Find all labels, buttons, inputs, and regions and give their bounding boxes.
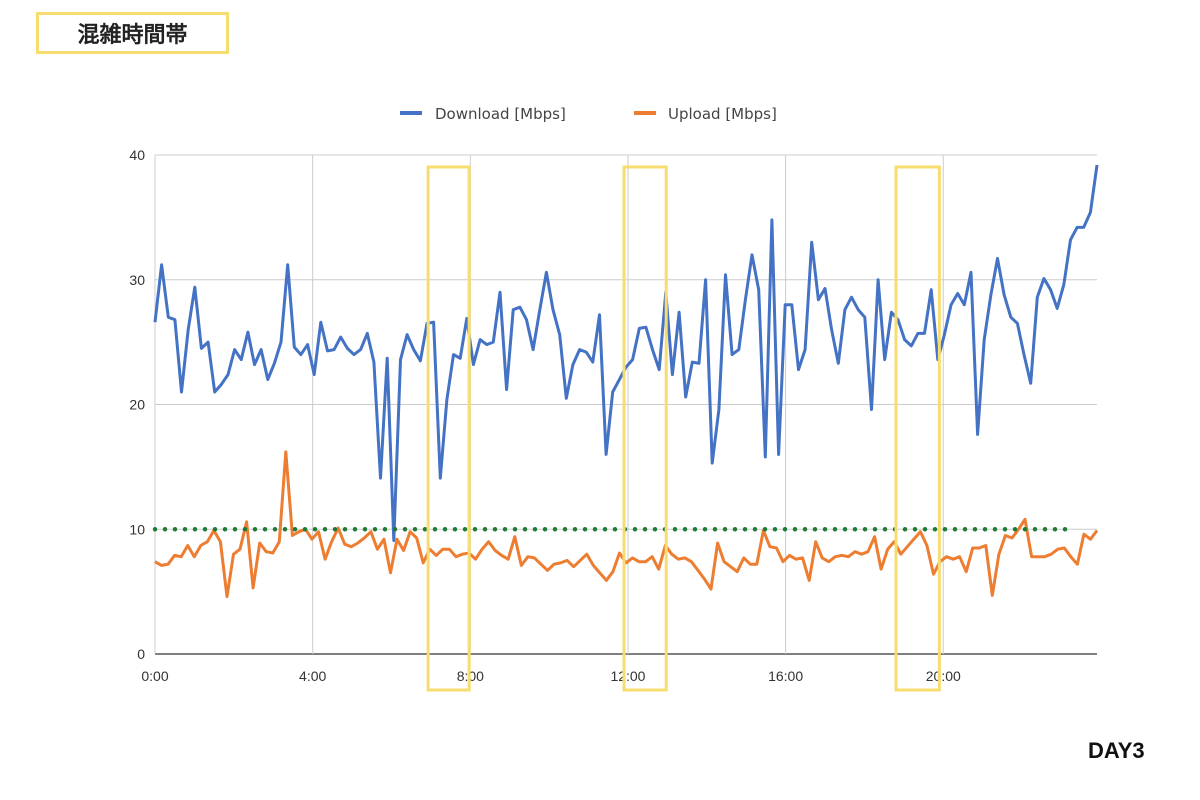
- upload-line: [154, 450, 1099, 599]
- y-tick-label: 10: [129, 521, 145, 537]
- y-tick-label: 30: [129, 272, 145, 288]
- x-tick-label: 16:00: [768, 668, 803, 684]
- day-label: DAY3: [1088, 738, 1145, 763]
- x-tick-label: 0:00: [141, 668, 168, 684]
- legend-label-upload: Upload [Mbps]: [668, 105, 777, 123]
- x-tick-label: 4:00: [299, 668, 326, 684]
- congestion-time-label: 混雑時間帯: [36, 12, 229, 54]
- legend: Download [Mbps] Upload [Mbps]: [400, 105, 777, 123]
- x-tick-label: 12:00: [610, 668, 645, 684]
- x-tick-label: 20:00: [926, 668, 961, 684]
- congestion-highlight-box: [622, 165, 668, 692]
- series-lines: [153, 164, 1099, 599]
- y-tick-label: 20: [129, 397, 145, 413]
- y-tick-label: 0: [137, 646, 145, 662]
- highlight-boxes: [426, 165, 941, 692]
- legend-label-download: Download [Mbps]: [435, 105, 566, 123]
- grid: [154, 154, 1097, 655]
- download-line: [153, 164, 1099, 542]
- y-tick-label: 40: [129, 147, 145, 163]
- congestion-highlight-box: [426, 165, 471, 692]
- congestion-highlight-box: [894, 165, 941, 692]
